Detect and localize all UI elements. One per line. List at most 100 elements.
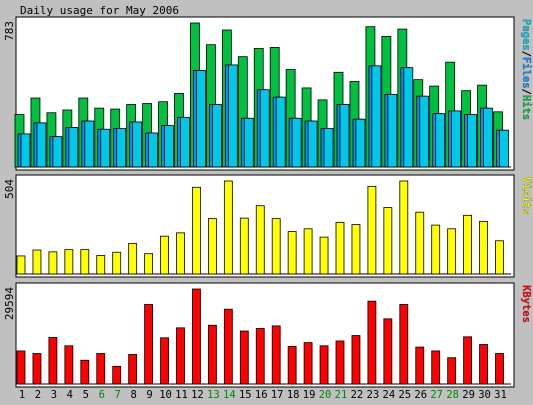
- x-tick-label-day-12: 12: [191, 389, 204, 401]
- bar-kbytes-day-21: [335, 340, 345, 385]
- bar-kbytes-day-30: [479, 344, 488, 385]
- x-tick-label-day-13: 13: [207, 389, 220, 401]
- bar-kbytes-day-9: [144, 303, 154, 385]
- x-tick-label-day-1: 1: [19, 389, 25, 401]
- bar-visits-day-26: [415, 211, 425, 275]
- x-tick-label-day-30: 30: [478, 389, 491, 401]
- bar-visits-day-11: [176, 232, 185, 275]
- bar-kbytes-day-11: [176, 327, 185, 385]
- bar-visits-day-13: [207, 218, 217, 275]
- bar-kbytes-day-6: [96, 353, 106, 385]
- bar-pages-day-26: [419, 95, 430, 168]
- bar-pages-day-20: [323, 127, 334, 168]
- x-tick-label-day-24: 24: [383, 389, 396, 401]
- legend-part-0: KBytes: [520, 285, 532, 323]
- bar-visits-day-19: [303, 228, 313, 275]
- bar-kbytes-day-7: [112, 365, 122, 385]
- ymax-label-pages-files-hits: 783: [3, 21, 16, 41]
- x-tick-label-day-29: 29: [462, 389, 475, 401]
- bar-pages-day-6: [100, 128, 111, 168]
- bar-kbytes-day-27: [431, 350, 441, 385]
- bar-pages-day-3: [52, 136, 63, 168]
- legend-part-2: Files: [520, 57, 532, 89]
- bar-kbytes-day-8: [128, 354, 138, 385]
- legend-part-0: Pages: [520, 19, 532, 51]
- legend-kbytes: KBytes: [520, 285, 532, 323]
- x-tick-label-day-16: 16: [255, 389, 268, 401]
- bar-kbytes-day-23: [367, 300, 377, 385]
- x-tick-label-day-8: 8: [130, 389, 136, 401]
- bar-kbytes-day-16: [255, 328, 265, 385]
- x-tick-label-day-9: 9: [146, 389, 152, 401]
- bar-kbytes-day-5: [80, 359, 90, 385]
- bar-visits-day-31: [495, 240, 504, 275]
- x-tick-label-day-31: 31: [494, 389, 507, 401]
- x-tick-label-day-15: 15: [239, 389, 252, 401]
- bar-visits-day-23: [367, 185, 377, 275]
- bar-visits-day-18: [287, 231, 297, 275]
- bar-pages-day-1: [20, 133, 31, 168]
- bar-pages-day-28: [451, 110, 462, 168]
- bar-kbytes-day-14: [223, 308, 233, 385]
- bar-pages-day-9: [148, 132, 159, 168]
- bar-kbytes-day-4: [64, 345, 74, 385]
- bar-visits-day-10: [160, 235, 169, 275]
- bar-pages-day-30: [483, 107, 493, 168]
- x-tick-label-day-4: 4: [67, 389, 73, 401]
- bar-kbytes-day-1: [16, 350, 26, 385]
- bar-pages-day-14: [227, 64, 238, 168]
- bar-kbytes-day-20: [319, 345, 329, 385]
- legend-visits: Visits: [520, 177, 532, 215]
- bar-kbytes-day-13: [207, 324, 217, 385]
- bar-visits-day-21: [335, 221, 345, 275]
- bar-visits-day-8: [128, 243, 138, 275]
- bar-kbytes-day-22: [351, 335, 361, 385]
- bar-pages-day-15: [243, 117, 254, 168]
- bar-kbytes-day-18: [287, 346, 297, 385]
- bar-visits-day-15: [239, 217, 249, 275]
- bar-pages-day-17: [275, 96, 286, 168]
- bar-kbytes-day-2: [32, 353, 42, 385]
- legend-part-1: /: [520, 51, 532, 57]
- bar-kbytes-day-10: [160, 337, 169, 385]
- bar-pages-day-23: [371, 65, 382, 168]
- bar-visits-day-28: [447, 228, 457, 275]
- x-tick-label-day-5: 5: [83, 389, 89, 401]
- bar-pages-day-29: [467, 114, 478, 168]
- x-tick-label-day-27: 27: [430, 389, 443, 401]
- bar-visits-day-17: [271, 218, 281, 275]
- chart-title: Daily usage for May 2006: [20, 4, 179, 17]
- bar-pages-day-7: [116, 127, 127, 168]
- legend-part-4: Hits: [520, 95, 532, 120]
- bar-pages-day-12: [196, 70, 206, 168]
- bar-pages-day-5: [84, 120, 95, 168]
- legend-part-3: /: [520, 89, 532, 95]
- bar-pages-day-27: [435, 113, 446, 168]
- x-tick-label-day-20: 20: [319, 389, 332, 401]
- bar-pages-day-21: [339, 104, 350, 168]
- bar-pages-day-19: [307, 120, 318, 168]
- ymax-label-kbytes: 29594: [3, 287, 16, 320]
- x-tick-label-day-21: 21: [335, 389, 348, 401]
- x-tick-label-day-2: 2: [35, 389, 41, 401]
- x-tick-label-day-19: 19: [303, 389, 316, 401]
- bar-visits-day-20: [319, 236, 329, 275]
- x-tick-label-day-25: 25: [398, 389, 411, 401]
- bar-kbytes-day-24: [383, 318, 393, 385]
- x-tick-label-day-10: 10: [159, 389, 172, 401]
- legend-pages-files-hits: Pages/Files/Hits: [520, 19, 532, 120]
- bar-visits-day-16: [255, 205, 265, 275]
- x-tick-label-day-23: 23: [367, 389, 380, 401]
- bar-visits-day-4: [64, 249, 74, 275]
- bar-pages-day-13: [211, 104, 222, 168]
- bar-visits-day-6: [96, 255, 106, 275]
- bar-kbytes-day-12: [192, 288, 201, 385]
- bar-kbytes-day-31: [495, 353, 504, 385]
- bar-visits-day-9: [144, 253, 154, 275]
- x-tick-label-day-28: 28: [446, 389, 459, 401]
- bar-pages-day-22: [355, 118, 366, 168]
- bar-visits-day-30: [479, 221, 488, 275]
- ymax-label-visits: 504: [3, 179, 16, 199]
- bar-pages-day-2: [36, 122, 47, 168]
